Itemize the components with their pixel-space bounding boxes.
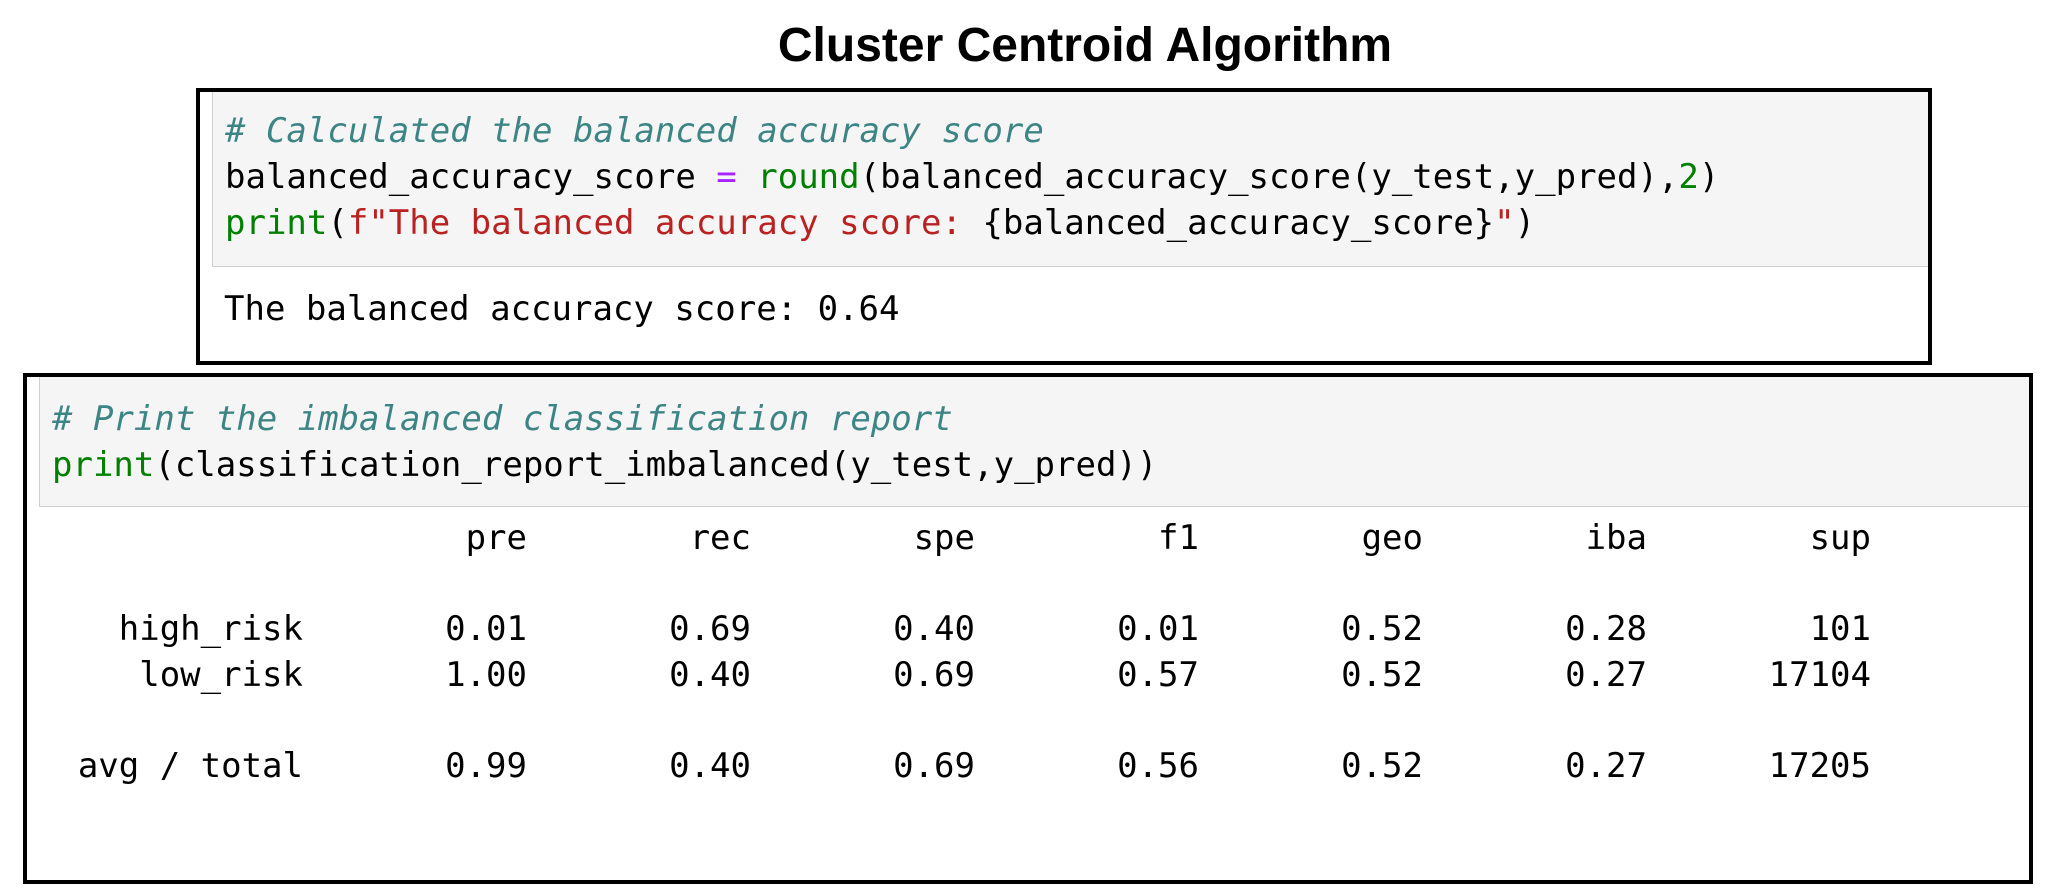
report-cell: 17205 (1768, 746, 1871, 786)
report-spacer-row (27, 561, 1871, 606)
report-cell: 0.27 (1565, 746, 1647, 786)
report-cell: 0.52 (1341, 609, 1423, 649)
report-cell: 0.69 (669, 609, 751, 649)
report-column-header: sup (1809, 518, 1871, 558)
report-cell: 0.01 (1117, 609, 1199, 649)
code-input-area[interactable]: # Calculated the balanced accuracy score… (212, 92, 1928, 267)
report-cell: 101 (1809, 609, 1871, 649)
code-string-end: " (1494, 203, 1515, 243)
cell-output-area: The balanced accuracy score: 0.64 (224, 286, 1928, 332)
report-column-header: rec (689, 518, 751, 558)
report-column-header: f1 (1158, 518, 1199, 558)
report-row-label: low_risk (139, 655, 303, 695)
report-column-header: iba (1585, 518, 1647, 558)
notebook-cell-classification-report[interactable]: # Print the imbalanced classification re… (23, 373, 2033, 884)
code-args: (classification_report_imbalanced(y_test… (154, 445, 1158, 485)
report-cell: 0.57 (1117, 655, 1199, 695)
report-cell: 0.40 (669, 655, 751, 695)
report-cell: 0.40 (669, 746, 751, 786)
report-column-header: spe (913, 518, 975, 558)
code-operator: = (716, 157, 737, 197)
code-line-1: # Print the imbalanced classification re… (52, 396, 2029, 442)
code-args: (balanced_accuracy_score(y_test,y_pred), (859, 157, 1679, 197)
classification-report-table: pre rec spe f1 geo iba sup high_risk 0.0… (27, 515, 1871, 789)
report-cell: 0.56 (1117, 746, 1199, 786)
report-column-header: geo (1361, 518, 1423, 558)
report-cell: 17104 (1768, 655, 1871, 695)
report-row-label: avg / total (77, 746, 303, 786)
code-builtin: round (757, 157, 860, 197)
report-cell: 0.52 (1341, 746, 1423, 786)
report-cell: 0.40 (893, 609, 975, 649)
code-paren: ) (1514, 203, 1536, 243)
report-header-row: pre rec spe f1 geo iba sup (27, 515, 1871, 561)
report-column-header: pre (465, 518, 527, 558)
report-cell: 0.69 (893, 746, 975, 786)
report-cell: 0.27 (1565, 655, 1647, 695)
report-row-label: high_risk (118, 609, 303, 649)
report-cell: 0.99 (445, 746, 527, 786)
code-paren: ( (327, 203, 348, 243)
report-row-low-risk: low_risk 1.00 0.40 0.69 0.57 0.52 0.27 1… (27, 652, 1871, 698)
page-title: Cluster Centroid Algorithm (777, 19, 1393, 72)
code-line-3: print(f"The balanced accuracy score: {ba… (225, 200, 1928, 246)
code-builtin: print (225, 203, 328, 243)
code-comment: # Print the imbalanced classification re… (52, 399, 953, 439)
report-spacer-row (27, 698, 1871, 743)
code-paren: ) (1698, 157, 1720, 197)
report-cell: 0.28 (1565, 609, 1647, 649)
code-line-2: print(classification_report_imbalanced(y… (52, 442, 2029, 488)
notebook-cell-balanced-accuracy[interactable]: # Calculated the balanced accuracy score… (196, 88, 1932, 365)
code-number: 2 (1678, 157, 1699, 197)
report-header-blank (27, 515, 303, 561)
code-builtin: print (52, 445, 155, 485)
code-line-1: # Calculated the balanced accuracy score (225, 108, 1928, 154)
code-input-area[interactable]: # Print the imbalanced classification re… (39, 377, 2029, 507)
output-text: The balanced accuracy score: 0.64 (224, 289, 900, 329)
report-cell: 0.52 (1341, 655, 1423, 695)
code-comment: # Calculated the balanced accuracy score (225, 111, 1044, 151)
code-variable: balanced_accuracy_score (225, 157, 696, 197)
report-row-avg-total: avg / total 0.99 0.40 0.69 0.56 0.52 0.2… (27, 743, 1871, 789)
code-line-2: balanced_accuracy_score = round(balanced… (225, 154, 1928, 200)
report-cell: 0.69 (893, 655, 975, 695)
code-string: f"The balanced accuracy score: (347, 203, 983, 243)
cell-output-area: pre rec spe f1 geo iba sup high_risk 0.0… (27, 515, 2029, 789)
report-row-high-risk: high_risk 0.01 0.69 0.40 0.01 0.52 0.28 … (27, 606, 1871, 652)
report-cell: 1.00 (445, 655, 527, 695)
code-fstring-expr: {balanced_accuracy_score} (982, 203, 1495, 243)
report-cell: 0.01 (445, 609, 527, 649)
